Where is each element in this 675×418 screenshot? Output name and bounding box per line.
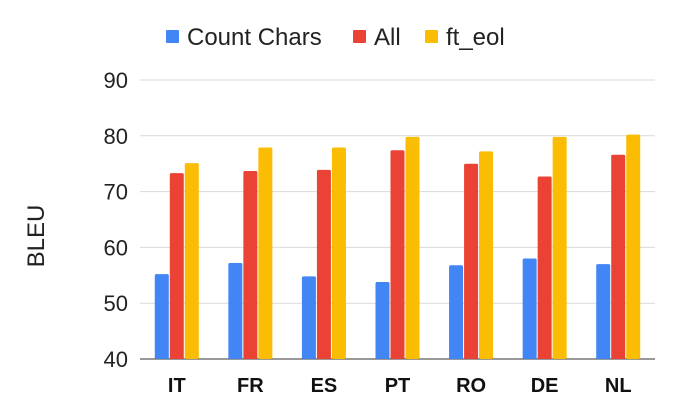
bar-count-chars-de	[522, 258, 537, 359]
bar-count-chars-pt	[375, 281, 390, 359]
bar-count-chars-es	[301, 276, 316, 359]
x-tick-label: RO	[456, 375, 486, 397]
x-tick-label: NL	[605, 375, 632, 397]
bars	[154, 134, 641, 359]
bar-all-it	[169, 173, 184, 359]
x-tick-label: IT	[168, 375, 186, 397]
bar-ft-eol-nl	[626, 134, 641, 359]
bar-count-chars-nl	[596, 264, 611, 359]
bar-ft-eol-fr	[258, 147, 273, 359]
legend-label: Count Chars	[187, 24, 322, 51]
y-axis-title: BLEU	[23, 205, 50, 268]
bar-all-pt	[390, 150, 405, 359]
bar-ft-eol-ro	[479, 151, 494, 359]
legend-swatch	[425, 30, 438, 43]
bar-count-chars-ro	[449, 265, 464, 359]
legend-swatch	[353, 30, 366, 43]
bar-count-chars-it	[154, 274, 169, 359]
x-tick-label: PT	[385, 375, 411, 397]
bar-all-nl	[611, 154, 626, 359]
legend-label: All	[374, 24, 401, 51]
bar-all-ro	[464, 163, 479, 359]
x-tick-label: FR	[237, 375, 264, 397]
bar-all-fr	[243, 170, 258, 359]
y-tick-label: 50	[104, 291, 128, 316]
bar-all-es	[316, 169, 331, 359]
y-tick-label: 40	[104, 347, 128, 372]
y-tick-label: 70	[104, 180, 128, 205]
legend: Count Chars All ft_eol	[166, 24, 505, 51]
y-tick-label: 80	[104, 124, 128, 149]
legend-label: ft_eol	[446, 24, 505, 51]
y-tick-label: 90	[104, 68, 128, 93]
y-axis-ticks: 40 50 60 70 80 90	[104, 68, 128, 372]
bar-ft-eol-de	[552, 136, 567, 359]
bar-ft-eol-it	[184, 163, 199, 359]
y-tick-label: 60	[104, 235, 128, 260]
x-axis-ticks: IT FR ES PT RO DE NL	[168, 375, 632, 397]
legend-swatch	[166, 30, 179, 43]
bar-ft-eol-es	[331, 147, 346, 359]
x-tick-label: DE	[531, 375, 559, 397]
x-tick-label: ES	[311, 375, 338, 397]
bar-all-de	[537, 176, 552, 359]
bar-ft-eol-pt	[405, 136, 420, 359]
bar-count-chars-fr	[228, 263, 243, 359]
